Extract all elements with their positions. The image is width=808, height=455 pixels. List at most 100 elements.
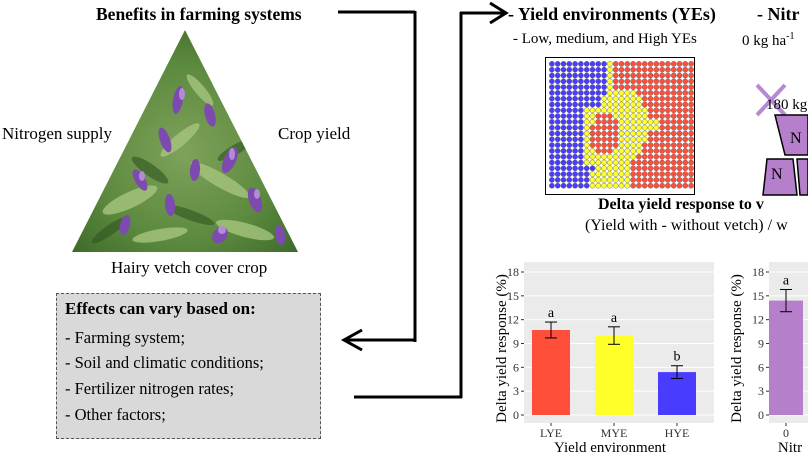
bar [769, 300, 803, 415]
map-dot [641, 142, 648, 148]
map-dot [641, 119, 648, 125]
map-dot [583, 130, 590, 137]
map-dot [601, 171, 607, 177]
map-dot [682, 95, 689, 102]
map-dot [554, 84, 561, 90]
map-dot [630, 78, 636, 85]
map-dot [601, 130, 607, 137]
map-dot [583, 182, 590, 189]
map-dot [583, 171, 590, 177]
effects-item: - Fertilizer nitrogen rates; [65, 379, 235, 398]
map-dot [630, 95, 636, 102]
map-dot [688, 101, 694, 108]
x-tick-label: LYE [540, 426, 562, 440]
y-tick-label: 12 [752, 313, 764, 327]
map-dot [560, 171, 567, 177]
map-dot [595, 61, 602, 67]
map-dot [676, 119, 683, 125]
map-dot [630, 136, 636, 143]
map-dot [549, 148, 555, 154]
map-dot [560, 95, 567, 102]
map-dot [618, 124, 625, 131]
map-dot [665, 171, 671, 177]
map-dot [601, 124, 607, 131]
map-dot [676, 90, 683, 96]
map-dot [607, 72, 613, 79]
map-dot [641, 124, 648, 131]
map-dot [549, 124, 555, 131]
map-dot [676, 165, 683, 172]
y-tick-label: 15 [507, 289, 519, 303]
map-dot [583, 165, 590, 172]
map-dot [612, 130, 619, 137]
nitrogen-supply-label: Nitrogen supply [2, 124, 113, 143]
map-dot [583, 95, 590, 102]
map-dot [607, 119, 613, 125]
map-dot [578, 177, 584, 183]
map-dot [653, 136, 660, 143]
map-dot [589, 95, 596, 102]
map-dot [676, 182, 683, 189]
map-dot [670, 84, 677, 90]
map-dot [659, 124, 665, 131]
map-dot [601, 84, 607, 90]
map-dot [612, 113, 619, 119]
map-dot [665, 61, 671, 67]
map-dot [636, 130, 642, 137]
map-dot [549, 165, 555, 172]
map-dot [670, 119, 677, 125]
map-dot [659, 84, 665, 90]
map-dot [676, 107, 683, 114]
map-dot [682, 90, 689, 96]
map-dot [560, 153, 567, 160]
map-dot [618, 61, 625, 67]
map-dot [624, 66, 631, 73]
map-dot [566, 182, 573, 189]
map-dot [636, 153, 642, 160]
map-dot [595, 130, 602, 137]
y-tick-label: 18 [752, 265, 764, 279]
map-dot [624, 113, 631, 119]
map-dot [549, 107, 555, 114]
map-dot [688, 182, 694, 189]
map-dot [612, 101, 619, 108]
map-dot [589, 72, 596, 79]
map-dot [601, 72, 607, 79]
map-dot [583, 66, 590, 73]
map-dot [682, 165, 689, 172]
map-dot [560, 90, 567, 96]
map-dot [583, 107, 590, 114]
map-dot [589, 153, 596, 160]
map-dot [618, 119, 625, 125]
map-dot [676, 95, 683, 102]
map-dot [636, 113, 642, 119]
map-dot [589, 130, 596, 137]
map-dot [647, 61, 654, 67]
map-dot [578, 124, 584, 131]
map-dot [682, 171, 689, 177]
map-dot [670, 130, 677, 137]
map-dot [636, 148, 642, 154]
map-dot [659, 136, 665, 143]
map-dot [549, 130, 555, 137]
map-dot [624, 107, 631, 114]
map-dot [630, 148, 636, 154]
map-dot [647, 153, 654, 160]
map-dot [665, 119, 671, 125]
map-dot [641, 165, 648, 172]
map-dot [572, 101, 578, 108]
map-dot [595, 171, 602, 177]
map-dot [665, 177, 671, 183]
map-dot [688, 142, 694, 148]
map-dot [665, 107, 671, 114]
map-dot [607, 159, 613, 166]
map-dot [578, 182, 584, 189]
significance-letter: a [611, 311, 618, 326]
map-dot [578, 171, 584, 177]
map-dot [670, 72, 677, 79]
map-dot [636, 72, 642, 79]
map-dot [554, 66, 561, 73]
map-dot [612, 107, 619, 114]
nitrogen-title: - Nitr [757, 4, 800, 24]
